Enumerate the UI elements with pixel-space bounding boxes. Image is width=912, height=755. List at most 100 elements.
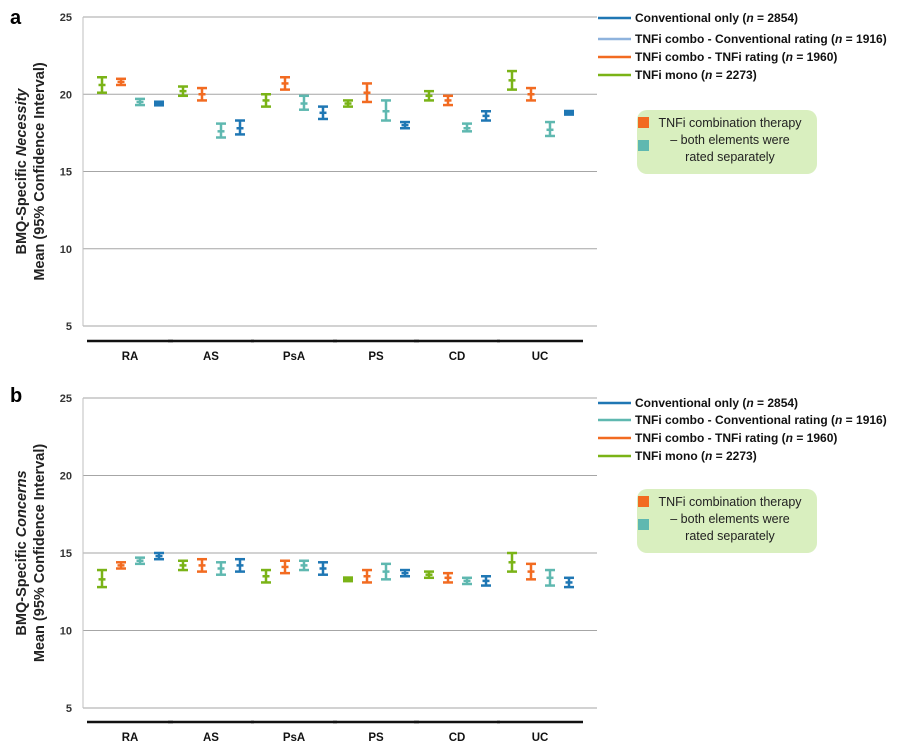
legend-entry: TNFi combo - Conventional rating (n = 19…	[635, 413, 887, 427]
error-bar	[362, 82, 372, 104]
error-bar	[135, 97, 145, 107]
category-label: RA	[122, 732, 139, 744]
chart-panel-b: b 5 10 15 20 25 BMQ-Specific Concerns Mean (95%…	[10, 385, 887, 744]
error-bar	[299, 559, 309, 572]
legend-entry: TNFi mono (n = 2273)	[635, 68, 757, 82]
category-label: UC	[532, 351, 549, 363]
error-bar	[280, 559, 290, 575]
legend-suffix: = 2273)	[712, 449, 756, 463]
error-bar	[564, 576, 574, 589]
note-text-line: – both elements were	[670, 512, 790, 526]
legend-suffix: = 2273)	[712, 68, 756, 82]
error-bar	[154, 551, 164, 561]
category-label: PsA	[283, 732, 305, 744]
error-bar-narrow	[154, 100, 164, 107]
category-label: UC	[532, 732, 549, 744]
legend-n: n	[705, 68, 712, 82]
y-tick-label: 5	[66, 321, 72, 333]
y-tick-label: 5	[66, 703, 72, 715]
legend-entry: TNFi combo - Conventional rating (n = 19…	[635, 32, 887, 46]
error-bar	[116, 77, 126, 87]
error-bar	[481, 575, 491, 587]
legend-prefix: Conventional only (	[635, 11, 746, 25]
error-bar	[381, 562, 391, 581]
legend-prefix: TNFi combo - Conventional rating (	[635, 413, 835, 427]
error-bar	[97, 568, 107, 589]
legend-entry: Conventional only (n = 2854)	[635, 396, 798, 410]
note-text-line: TNFi combination therapy	[658, 116, 802, 130]
panel-label: a	[10, 7, 22, 29]
error-bar	[216, 561, 226, 576]
legend-n: n	[746, 396, 753, 410]
y-axis-label: BMQ-Specific Concerns	[14, 470, 30, 635]
error-bar	[197, 86, 207, 102]
note-text-line: rated separately	[685, 529, 775, 543]
y-tick-label: 25	[60, 12, 72, 24]
error-bar	[443, 571, 453, 584]
y-tick-label: 10	[60, 244, 72, 256]
legend-n: n	[705, 449, 712, 463]
error-bar-narrow	[564, 109, 574, 116]
legend-entry: TNFi combo - TNFi rating (n = 1960)	[635, 50, 837, 64]
y-axis-label-prefix: BMQ-Specific	[14, 537, 30, 635]
error-bar	[216, 122, 226, 139]
error-bar	[261, 568, 271, 584]
error-bar	[507, 69, 517, 91]
category-label: PS	[368, 732, 384, 744]
legend-entry: Conventional only (n = 2854)	[635, 11, 798, 25]
legend-n: n	[835, 413, 842, 427]
error-bar	[178, 85, 188, 98]
y-axis-label-line2: Mean (95% Confidence Interval)	[32, 444, 48, 663]
legend-n: n	[746, 11, 753, 25]
legend-n: n	[786, 50, 793, 64]
error-bar	[343, 99, 353, 108]
note-box	[637, 489, 817, 553]
y-axis-label: BMQ-Specific Necessity	[14, 88, 30, 255]
error-bar	[197, 557, 207, 573]
y-axis-label-italic: Concerns	[14, 470, 30, 537]
panel-label: b	[10, 385, 22, 407]
legend-suffix: = 2854)	[754, 11, 798, 25]
legend-suffix: = 1960)	[793, 431, 837, 445]
legend-prefix: TNFi combo - TNFi rating (	[635, 431, 786, 445]
error-bar	[424, 570, 434, 580]
note-swatch-teal	[638, 140, 649, 151]
y-axis-label-italic: Necessity	[14, 88, 30, 157]
category-label: CD	[449, 732, 466, 744]
note-box	[637, 110, 817, 174]
error-bar-narrow	[343, 576, 353, 583]
legend-n: n	[786, 431, 793, 445]
error-bar	[135, 556, 145, 566]
error-bar	[318, 561, 328, 576]
category-label: AS	[203, 732, 219, 744]
note-text-line: TNFi combination therapy	[658, 495, 802, 509]
legend-n: n	[835, 32, 842, 46]
error-bar	[424, 89, 434, 102]
note-swatch-orange	[638, 117, 649, 128]
note-text-line: rated separately	[685, 150, 775, 164]
error-bar	[299, 94, 309, 111]
error-bar	[318, 105, 328, 121]
y-tick-label: 15	[60, 548, 72, 560]
legend-suffix: = 1960)	[793, 50, 837, 64]
y-tick-label: 20	[60, 471, 72, 483]
error-bar	[462, 576, 472, 586]
category-label: RA	[122, 351, 139, 363]
error-bar	[526, 562, 536, 581]
error-bar	[507, 551, 517, 573]
y-tick-label: 20	[60, 89, 72, 101]
legend-prefix: TNFi mono (	[635, 449, 705, 463]
error-bar	[526, 86, 536, 102]
legend-suffix: = 1916)	[842, 32, 886, 46]
error-bar	[481, 109, 491, 122]
note-swatch-teal	[638, 519, 649, 530]
y-axis-label-line2: Mean (95% Confidence Interval)	[32, 62, 48, 281]
legend-prefix: Conventional only (	[635, 396, 746, 410]
error-bar	[116, 561, 126, 570]
error-bar	[261, 93, 271, 108]
error-bar	[343, 576, 353, 583]
error-bar	[362, 568, 372, 584]
category-label: PsA	[283, 351, 305, 363]
legend-prefix: TNFi mono (	[635, 68, 705, 82]
error-bar	[462, 122, 472, 133]
